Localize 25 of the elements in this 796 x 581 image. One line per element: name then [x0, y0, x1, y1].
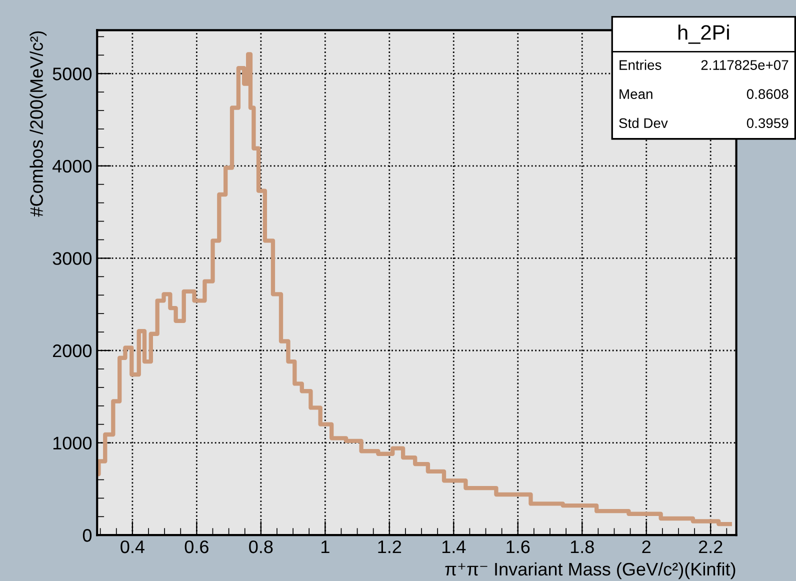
x-tick-label: 1.4 [442, 540, 466, 554]
text: 0.3959 [746, 118, 788, 128]
x-axis-title: π⁺π⁻ Invariant Mass (GeV/c²)(Kinfit) [445, 562, 736, 580]
y-tick-label: 0 [82, 529, 92, 542]
annotation: Entries [620, 60, 662, 70]
annotation: h_2Pi [678, 24, 729, 44]
x-tick-label: 1.2 [378, 540, 402, 554]
annotation: Mean [620, 89, 652, 100]
x-tick-label: 2.2 [698, 540, 722, 554]
x-tick-label: 1.6 [506, 540, 530, 554]
x-tick-label: 0.6 [184, 540, 208, 554]
text: 0.8608 [746, 89, 788, 100]
y-axis-title: #Combos /200(MeV/c²) [30, 31, 47, 217]
y-tick-label: 1000 [53, 436, 92, 450]
y-tick-label: 5000 [52, 68, 92, 80]
annotation: Std Dev [619, 118, 668, 128]
x-tick-label: 1.8 [570, 540, 594, 554]
x-tick-label: 1 [322, 540, 330, 554]
x-tick-label: 0.4 [120, 540, 144, 554]
x-tick-label: 0.8 [249, 540, 273, 554]
y-tick-label: 2000 [52, 344, 92, 358]
y-tick-label: 3000 [52, 252, 92, 265]
annotation: 2.117825e+07 [701, 60, 788, 70]
y-tick-label: 4000 [52, 160, 92, 173]
x-tick-label: 2 [642, 540, 650, 554]
